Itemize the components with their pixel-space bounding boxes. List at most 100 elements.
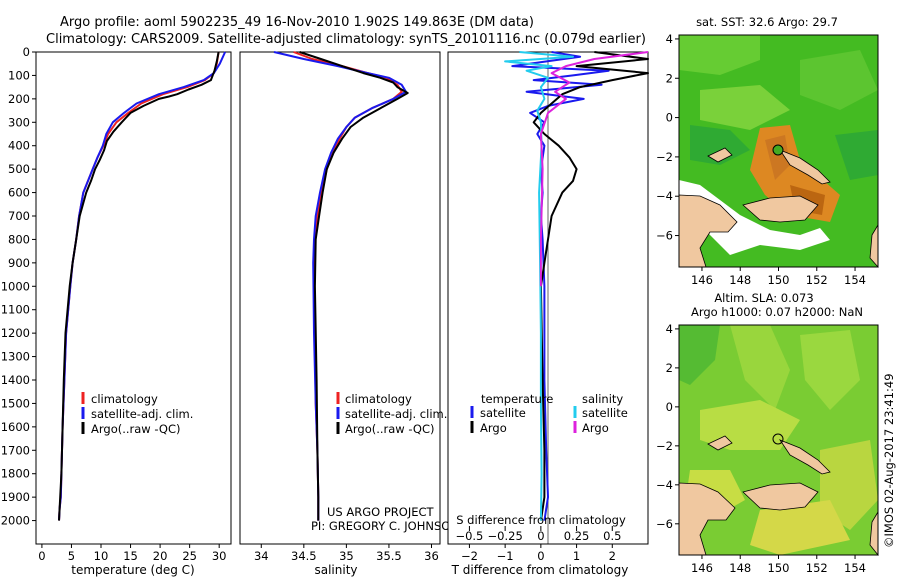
lon-tick-label: 150: [768, 273, 790, 287]
lat-tick-label: 4: [666, 32, 673, 46]
lon-tick-label: 148: [729, 273, 751, 287]
series-line: [273, 51, 407, 521]
sla-patch: [679, 325, 720, 385]
depth-axis: 0 100 200 300 400 500 600 700 800 900 1000 1100 1200…: [1, 45, 36, 528]
difference-series: [504, 51, 649, 521]
sst-patch: [700, 85, 790, 130]
legend-heading-temperature: temperature: [481, 392, 553, 406]
s-difference-x-axis: −0.5 −0.25 0 0.25 0.5: [455, 526, 621, 543]
lat-tick-label: −6: [656, 229, 673, 243]
s-tick-label: −0.5: [455, 529, 483, 543]
series-line: [539, 51, 649, 287]
sla-map-axes: 146 148 150 152 154 4 2 0 −2 −4 −6: [656, 322, 866, 575]
salinity-x-label: salinity: [314, 563, 357, 577]
x-tick-label: −1: [497, 549, 514, 563]
temperature-panel: 0100200300400500600700800900100011001200…: [1, 45, 232, 577]
y-tick-label: 1300: [1, 350, 30, 364]
series-line: [58, 51, 220, 521]
copyright-timestamp: ©IMOS 02-Aug-2017 23:41:49: [882, 373, 896, 548]
lat-tick-label: −6: [656, 517, 673, 531]
legend-heading-salinity: salinity: [582, 392, 623, 406]
sst-map-axes: 146 148 150 152 154 4 2 0 −2 −4 −6: [656, 32, 866, 287]
lat-tick-label: −2: [656, 150, 673, 164]
y-tick-label: 1800: [1, 467, 30, 481]
salinity-panel: 34 34.5 35 35.5 36 climatology satellite-adj…: [239, 51, 459, 577]
lon-tick-label: 152: [806, 561, 828, 575]
x-tick-label: 25: [182, 549, 197, 563]
y-tick-label: 1900: [1, 490, 30, 504]
y-tick-label: 1600: [1, 420, 30, 434]
salinity-plot-frame: [239, 51, 441, 545]
lon-tick-label: 152: [806, 273, 828, 287]
lat-tick-label: 0: [666, 400, 673, 414]
x-tick-label: 35.5: [376, 549, 402, 563]
y-tick-label: 1700: [1, 443, 30, 457]
y-tick-label: 0: [23, 45, 30, 59]
y-tick-label: 400: [8, 139, 30, 153]
x-tick-label: 34.5: [291, 549, 317, 563]
x-tick-label: 36: [424, 549, 439, 563]
legend-label-s-argo: Argo: [582, 421, 609, 435]
x-tick-label: 0: [537, 549, 544, 563]
x-tick-label: 2: [609, 549, 616, 563]
y-tick-label: 300: [8, 115, 30, 129]
y-tick-label: 1200: [1, 326, 30, 340]
temperature-plot-frame: [35, 51, 232, 545]
land: [778, 149, 831, 185]
sst-patch: [835, 130, 878, 180]
sla-map-title-line2: Argo h1000: 0.07 h2000: NaN: [691, 305, 863, 319]
legend-label-argo: Argo(..raw -QC): [91, 422, 181, 436]
lat-tick-label: 2: [666, 71, 673, 85]
figure-title-line2: Climatology: CARS2009. Satellite-adjuste…: [46, 32, 646, 47]
salinity-x-axis: 34 34.5 35 35.5 36: [254, 544, 439, 563]
y-tick-label: 1100: [1, 303, 30, 317]
y-tick-label: 1400: [1, 373, 30, 387]
t-difference-x-axis: −2 −1 0 1 2: [461, 544, 616, 563]
lon-tick-label: 154: [844, 273, 866, 287]
land-mask: [679, 180, 830, 255]
argo-float-marker: [772, 144, 784, 156]
y-tick-label: 2000: [1, 514, 30, 528]
x-tick-label: −2: [461, 549, 478, 563]
legend-label-climatology: climatology: [91, 392, 158, 406]
legend-label-t-argo: Argo: [480, 421, 507, 435]
y-tick-label: 1000: [1, 279, 30, 293]
temperature-series: [58, 51, 227, 521]
lat-tick-label: 0: [666, 111, 673, 125]
x-tick-label: 34: [254, 549, 269, 563]
x-tick-label: 15: [123, 549, 138, 563]
lon-tick-label: 148: [729, 561, 751, 575]
sst-patch: [679, 35, 760, 75]
lat-tick-label: −4: [656, 189, 673, 203]
s-tick-label: 0: [537, 529, 544, 543]
sla-patch: [800, 330, 860, 410]
y-tick-label: 900: [8, 256, 30, 270]
y-tick-label: 200: [8, 92, 30, 106]
y-tick-label: 1500: [1, 396, 30, 410]
sla-patch: [820, 440, 878, 530]
figure-title-line1: Argo profile: aoml 5902235_49 16-Nov-201…: [60, 15, 534, 30]
x-tick-label: 10: [94, 549, 109, 563]
series-line: [299, 51, 409, 521]
lon-tick-label: 150: [768, 561, 790, 575]
x-tick-label: 1: [573, 549, 580, 563]
x-tick-label: 5: [68, 549, 75, 563]
t-difference-label: T difference from climatology: [451, 563, 629, 577]
y-tick-label: 100: [8, 68, 30, 82]
lon-tick-label: 146: [691, 273, 713, 287]
sla-patch: [730, 325, 790, 410]
x-tick-label: 35: [339, 549, 354, 563]
temperature-x-axis: 0 5 10 15 20 25 30: [38, 544, 227, 563]
sla-map-panel: Altim. SLA: 0.073 Argo h1000: 0.07 h2000…: [656, 291, 879, 575]
difference-panel: −2 −1 0 1 2 −0.5 −0.25 0 0.25 0.5 temperature sa…: [447, 51, 649, 577]
sla-patch: [750, 500, 850, 555]
sst-map-panel: sat. SST: 32.6 Argo: 29.7 146 148 150 152 15…: [656, 15, 879, 287]
legend-label-argo: Argo(..raw -QC): [345, 422, 435, 436]
land: [778, 439, 831, 475]
land: [742, 195, 819, 223]
s-difference-label: S difference from climatology: [456, 513, 626, 527]
salinity-series: [273, 51, 409, 521]
lat-tick-label: 4: [666, 322, 673, 336]
argo-float-marker: [772, 433, 784, 445]
lat-tick-label: 2: [666, 361, 673, 375]
